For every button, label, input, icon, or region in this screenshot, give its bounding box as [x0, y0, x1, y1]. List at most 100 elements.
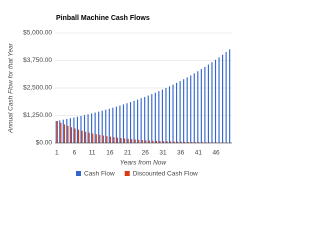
bar — [66, 118, 68, 143]
bar — [70, 127, 73, 143]
legend-swatch — [76, 171, 81, 176]
bar — [137, 99, 139, 143]
bar — [144, 96, 146, 143]
x-tick-label: 16 — [106, 150, 114, 157]
bar — [145, 140, 147, 143]
bar — [73, 117, 75, 143]
x-tick-label: 21 — [124, 150, 132, 157]
bar — [134, 139, 136, 143]
bar — [62, 119, 64, 143]
bar — [165, 88, 167, 143]
bar — [109, 136, 112, 143]
legend-label: Cash Flow — [84, 171, 115, 178]
bar — [59, 120, 61, 143]
bar — [83, 115, 86, 143]
legend-swatch — [124, 171, 130, 176]
bar — [148, 140, 150, 143]
x-tick-label: 11 — [89, 150, 96, 157]
bar — [115, 106, 117, 143]
bar — [170, 141, 172, 143]
bar — [207, 64, 209, 143]
bar — [98, 111, 100, 143]
bar — [106, 136, 108, 143]
x-tick-label: 41 — [195, 150, 203, 157]
chart: Pinball Machine Cash Flows Years from No… — [8, 15, 232, 178]
y-tick-label: $3,750.00 — [23, 57, 52, 64]
bar — [81, 130, 83, 143]
bar — [60, 122, 62, 143]
bar — [63, 124, 65, 143]
bar — [94, 112, 96, 143]
bar — [172, 84, 174, 143]
bar — [201, 142, 204, 143]
bar — [198, 142, 200, 143]
bar — [205, 142, 207, 143]
bar — [158, 91, 160, 143]
bar — [147, 95, 149, 143]
bar — [119, 105, 121, 143]
bar — [161, 89, 163, 143]
bar — [152, 140, 154, 143]
bar — [124, 138, 126, 143]
bar — [85, 131, 87, 143]
bar — [186, 77, 188, 143]
bar — [229, 49, 231, 144]
bar — [190, 75, 192, 143]
bar — [76, 116, 79, 143]
bar — [55, 121, 57, 143]
bar — [168, 86, 171, 143]
y-tick-label: $2,500.00 — [23, 85, 52, 92]
bar — [193, 73, 195, 143]
bar — [222, 54, 224, 143]
bar — [87, 114, 89, 143]
x-tick-label: 6 — [73, 150, 77, 157]
bar — [141, 140, 143, 143]
bar — [80, 115, 82, 143]
bar — [113, 137, 115, 143]
bar — [191, 142, 193, 143]
x-tick-label: 46 — [212, 150, 220, 157]
bar — [183, 79, 185, 143]
bar — [95, 134, 97, 143]
bar — [154, 92, 156, 143]
bar — [67, 125, 69, 143]
bar — [173, 141, 175, 143]
bar — [122, 104, 125, 143]
bar — [127, 138, 129, 143]
bar — [208, 142, 211, 143]
bar — [162, 141, 165, 143]
bar — [187, 141, 189, 143]
bar — [138, 139, 140, 143]
chart-title: Pinball Machine Cash Flows — [56, 15, 150, 22]
bar — [91, 113, 93, 143]
x-tick-label: 31 — [159, 150, 167, 157]
bar — [88, 132, 90, 143]
bar — [101, 110, 103, 143]
bar — [99, 134, 101, 143]
bar — [105, 109, 107, 143]
bar — [177, 141, 179, 143]
bar — [204, 66, 206, 143]
bar — [116, 137, 119, 143]
y-tick-label: $0.00 — [36, 140, 53, 147]
bar — [214, 59, 217, 143]
bar — [180, 141, 182, 143]
bar — [78, 129, 80, 143]
y-tick-label: $1,250.00 — [23, 112, 52, 119]
bar — [175, 82, 178, 143]
bar — [129, 102, 132, 143]
x-axis-label: Years from Now — [120, 160, 168, 167]
bar — [194, 142, 196, 143]
bar — [102, 135, 104, 143]
x-tick-label: 1 — [55, 150, 59, 157]
bar — [140, 98, 142, 143]
bar — [184, 141, 186, 143]
bar — [112, 107, 114, 143]
bar — [218, 57, 220, 144]
legend-label: Discounted Cash Flow — [133, 171, 198, 178]
bar — [211, 62, 213, 143]
bar — [225, 52, 227, 143]
bar — [200, 69, 202, 143]
bar — [69, 118, 71, 143]
y-tick-label: $5,000.00 — [23, 30, 52, 37]
